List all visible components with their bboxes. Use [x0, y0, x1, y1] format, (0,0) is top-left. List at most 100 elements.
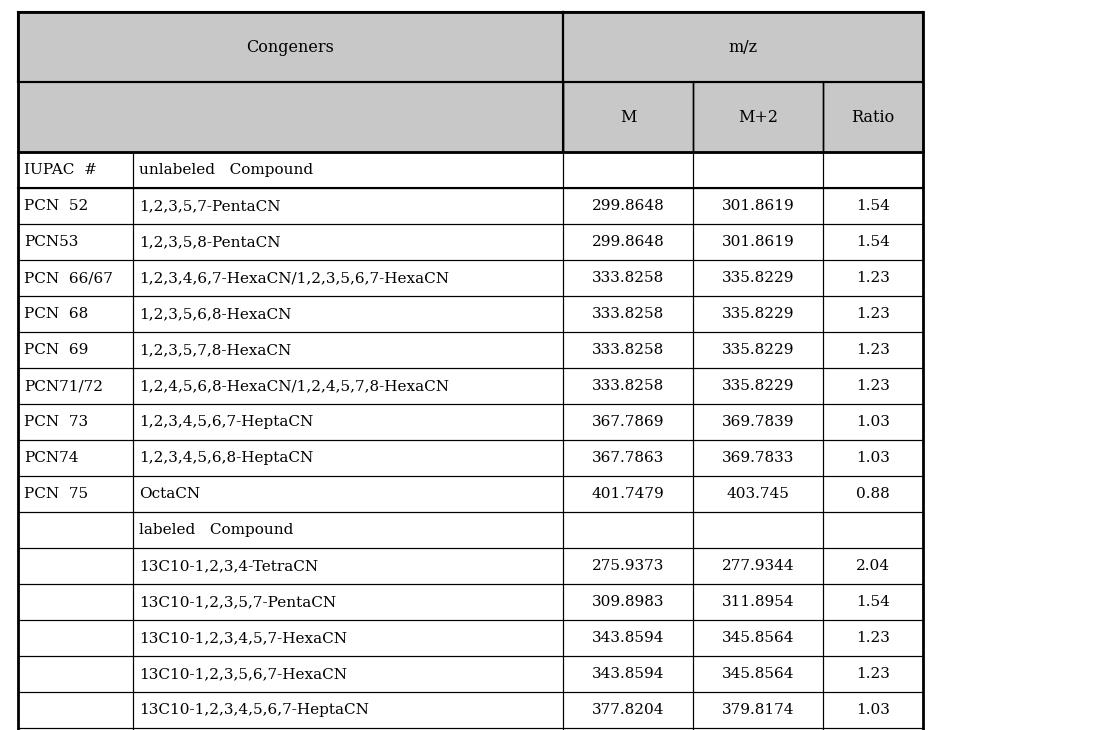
Text: 333.8258: 333.8258 [592, 307, 664, 321]
Bar [133, 224, 563, 260]
Text: 345.8564: 345.8564 [721, 667, 794, 681]
Bar [133, 728, 563, 730]
Bar [18, 152, 133, 188]
Text: 1,2,3,5,6,8-HexaCN: 1,2,3,5,6,8-HexaCN [138, 307, 291, 321]
Bar [823, 512, 923, 548]
Bar [133, 296, 563, 332]
Bar [133, 584, 563, 620]
Bar [133, 692, 563, 728]
Text: 1,2,3,4,5,6,8-HeptaCN: 1,2,3,4,5,6,8-HeptaCN [138, 451, 314, 465]
Bar [133, 620, 563, 656]
Bar [823, 404, 923, 440]
Bar [563, 260, 692, 296]
Bar [823, 368, 923, 404]
Bar [692, 404, 823, 440]
Text: 1.23: 1.23 [856, 631, 890, 645]
Text: labeled   Compound: labeled Compound [138, 523, 294, 537]
Bar [692, 82, 823, 152]
Text: 401.7479: 401.7479 [592, 487, 665, 501]
Text: 1.03: 1.03 [856, 451, 890, 465]
Bar [692, 620, 823, 656]
Text: PCN  52: PCN 52 [24, 199, 89, 213]
Bar [823, 440, 923, 476]
Bar [823, 260, 923, 296]
Bar [133, 332, 563, 368]
Bar [18, 332, 133, 368]
Text: 343.8594: 343.8594 [592, 667, 665, 681]
Text: 299.8648: 299.8648 [592, 199, 665, 213]
Text: unlabeled   Compound: unlabeled Compound [138, 163, 314, 177]
Text: PCN  69: PCN 69 [24, 343, 89, 357]
Text: 1.03: 1.03 [856, 415, 890, 429]
Bar [563, 152, 692, 188]
Bar [823, 620, 923, 656]
Text: 335.8229: 335.8229 [721, 343, 794, 357]
Bar [18, 188, 133, 224]
Bar [823, 584, 923, 620]
Text: 377.8204: 377.8204 [592, 703, 665, 717]
Text: 1.54: 1.54 [856, 235, 890, 249]
Text: 309.8983: 309.8983 [592, 595, 665, 609]
Bar [692, 260, 823, 296]
Bar [133, 476, 563, 512]
Bar [563, 728, 692, 730]
Bar [18, 548, 133, 584]
Text: 333.8258: 333.8258 [592, 379, 664, 393]
Text: 311.8954: 311.8954 [721, 595, 794, 609]
Bar [18, 440, 133, 476]
Text: 1.23: 1.23 [856, 271, 890, 285]
Bar [563, 368, 692, 404]
Text: 1.23: 1.23 [856, 667, 890, 681]
Bar [18, 260, 133, 296]
Bar [823, 692, 923, 728]
Text: 1,2,3,5,8-PentaCN: 1,2,3,5,8-PentaCN [138, 235, 280, 249]
Text: 301.8619: 301.8619 [721, 235, 794, 249]
Text: 369.7839: 369.7839 [721, 415, 794, 429]
Bar [18, 82, 563, 152]
Text: 13C10-1,2,3,4,5,7-HexaCN: 13C10-1,2,3,4,5,7-HexaCN [138, 631, 347, 645]
Text: 379.8174: 379.8174 [721, 703, 794, 717]
Text: 335.8229: 335.8229 [721, 271, 794, 285]
Text: 403.745: 403.745 [727, 487, 789, 501]
Bar [692, 548, 823, 584]
Text: PCN53: PCN53 [24, 235, 79, 249]
Text: 1,2,3,4,6,7-HexaCN/1,2,3,5,6,7-HexaCN: 1,2,3,4,6,7-HexaCN/1,2,3,5,6,7-HexaCN [138, 271, 449, 285]
Bar [692, 512, 823, 548]
Text: 343.8594: 343.8594 [592, 631, 665, 645]
Bar [18, 368, 133, 404]
Bar [692, 332, 823, 368]
Bar [692, 728, 823, 730]
Text: PCN  68: PCN 68 [24, 307, 89, 321]
Bar [18, 12, 563, 82]
Text: 335.8229: 335.8229 [721, 379, 794, 393]
Text: 1.03: 1.03 [856, 703, 890, 717]
Text: m/z: m/z [728, 39, 758, 55]
Bar [18, 404, 133, 440]
Bar [823, 728, 923, 730]
Bar [692, 296, 823, 332]
Bar [18, 620, 133, 656]
Bar [133, 440, 563, 476]
Bar [692, 152, 823, 188]
Bar [18, 476, 133, 512]
Text: 13C10-1,2,3,4-TetraCN: 13C10-1,2,3,4-TetraCN [138, 559, 318, 573]
Bar [563, 224, 692, 260]
Text: 1.54: 1.54 [856, 595, 890, 609]
Text: 345.8564: 345.8564 [721, 631, 794, 645]
Bar [823, 82, 923, 152]
Text: 1.23: 1.23 [856, 343, 890, 357]
Text: PCN74: PCN74 [24, 451, 79, 465]
Bar [563, 404, 692, 440]
Text: 1.54: 1.54 [856, 199, 890, 213]
Text: 369.7833: 369.7833 [721, 451, 794, 465]
Text: 1.23: 1.23 [856, 379, 890, 393]
Text: M: M [619, 109, 636, 126]
Bar [563, 548, 692, 584]
Text: 333.8258: 333.8258 [592, 271, 664, 285]
Bar [563, 620, 692, 656]
Text: 0.88: 0.88 [856, 487, 890, 501]
Text: 1,2,3,5,7,8-HexaCN: 1,2,3,5,7,8-HexaCN [138, 343, 291, 357]
Bar [823, 188, 923, 224]
Text: 277.9344: 277.9344 [721, 559, 794, 573]
Bar [563, 692, 692, 728]
